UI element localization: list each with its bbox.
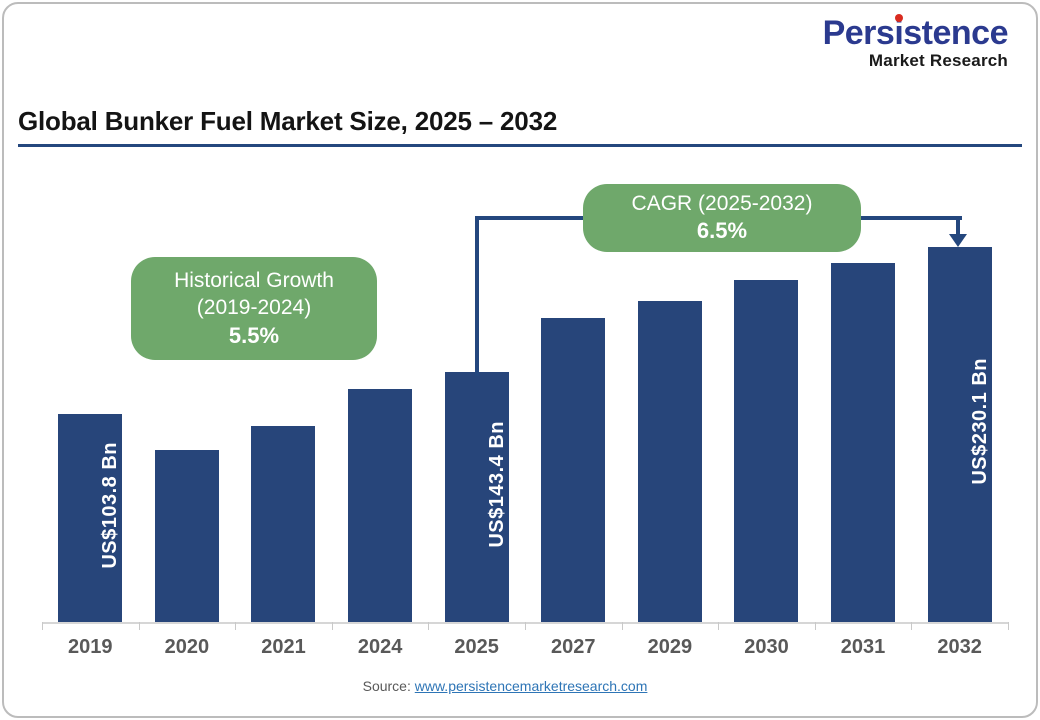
axis-tick — [331, 622, 333, 630]
bar-column-2030: 2030 — [718, 169, 815, 658]
source-link[interactable]: www.persistencemarketresearch.com — [414, 678, 648, 694]
axis-tick — [814, 622, 816, 630]
bar-2027 — [541, 318, 606, 622]
historical-growth-label: Historical Growth — [174, 268, 334, 292]
bar-value-label-2025: US$143.4 Bn — [485, 420, 508, 548]
axis-tick — [428, 622, 430, 630]
bar-column-2025: US$143.4 Bn 2025 — [428, 169, 525, 658]
axis-tick — [621, 622, 623, 630]
bar-column-2029: 2029 — [622, 169, 719, 658]
axis-tick — [1008, 622, 1009, 630]
source-line: Source: www.persistencemarketresearch.co… — [0, 678, 1010, 694]
bar-2031 — [831, 263, 896, 622]
x-axis-label-2021: 2021 — [261, 636, 306, 658]
x-axis-label-2029: 2029 — [647, 636, 693, 658]
axis-tick — [911, 622, 913, 630]
bar-2020 — [154, 450, 219, 622]
bar-2019: US$103.8 Bn — [58, 414, 123, 622]
historical-growth-period: (2019-2024) — [196, 296, 312, 320]
bar-column-2024: 2024 — [332, 169, 429, 658]
plot-area: US$103.8 Bn 2019 2020 2021 2024 US$143.4 Bn 20… — [42, 169, 1009, 658]
bar-2030 — [734, 280, 799, 622]
bar-2032: US$230.1 Bn — [927, 247, 992, 622]
connector-line-from-2025 — [475, 216, 479, 376]
cagr-value: 6.5% — [696, 218, 748, 244]
brand-tagline: Market Research — [868, 50, 1008, 70]
bar-column-2032: US$230.1 Bn 2032 — [911, 169, 1008, 658]
bar-value-label-2019: US$103.8 Bn — [99, 441, 122, 569]
connector-line-to-2032 — [956, 216, 960, 235]
historical-growth-value: 5.5% — [228, 322, 280, 348]
x-axis-label-2031: 2031 — [840, 636, 886, 658]
bar-2021 — [251, 426, 316, 622]
axis-tick — [138, 622, 140, 630]
x-axis-label-2030: 2030 — [744, 636, 789, 658]
x-axis-label-2025: 2025 — [454, 636, 499, 658]
x-axis-label-2027: 2027 — [551, 636, 596, 658]
historical-growth-callout: Historical Growth (2019-2024) 5.5% — [131, 257, 377, 360]
bar-column-2027: 2027 — [525, 169, 622, 658]
bar-column-2031: 2031 — [815, 169, 912, 658]
title-underline — [18, 144, 1022, 147]
axis-tick — [235, 622, 237, 630]
brand-name: Persistence — [822, 14, 1009, 52]
cagr-callout: CAGR (2025-2032) 6.5% — [583, 184, 861, 252]
x-axis-label-2019: 2019 — [68, 636, 113, 658]
bar-column-2019: US$103.8 Bn 2019 — [42, 169, 139, 658]
brand-logo: Persistence Market Research — [822, 14, 1009, 71]
axis-tick — [525, 622, 526, 630]
brand-red-dot-i: i — [894, 14, 904, 52]
bar-2025: US$143.4 Bn — [444, 372, 509, 622]
brand-name-pre: Pers — [822, 14, 895, 52]
source-label: Source: — [362, 678, 411, 694]
bar-column-2021: 2021 — [235, 169, 332, 658]
bar-2024 — [348, 389, 413, 622]
bar-column-2020: 2020 — [139, 169, 236, 658]
axis-tick — [42, 622, 43, 630]
bar-2029 — [637, 301, 702, 622]
x-axis-label-2024: 2024 — [357, 636, 403, 658]
brand-name-post: stence — [903, 14, 1008, 52]
bar-value-label-2032: US$230.1 Bn — [968, 358, 991, 485]
page-title: Global Bunker Fuel Market Size, 2025 – 2… — [18, 106, 558, 136]
axis-tick — [718, 622, 720, 630]
x-axis-label-2020: 2020 — [164, 636, 210, 658]
cagr-label: CAGR (2025-2032) — [631, 192, 813, 216]
arrow-down-icon — [949, 234, 967, 247]
x-axis-label-2032: 2032 — [937, 636, 982, 658]
